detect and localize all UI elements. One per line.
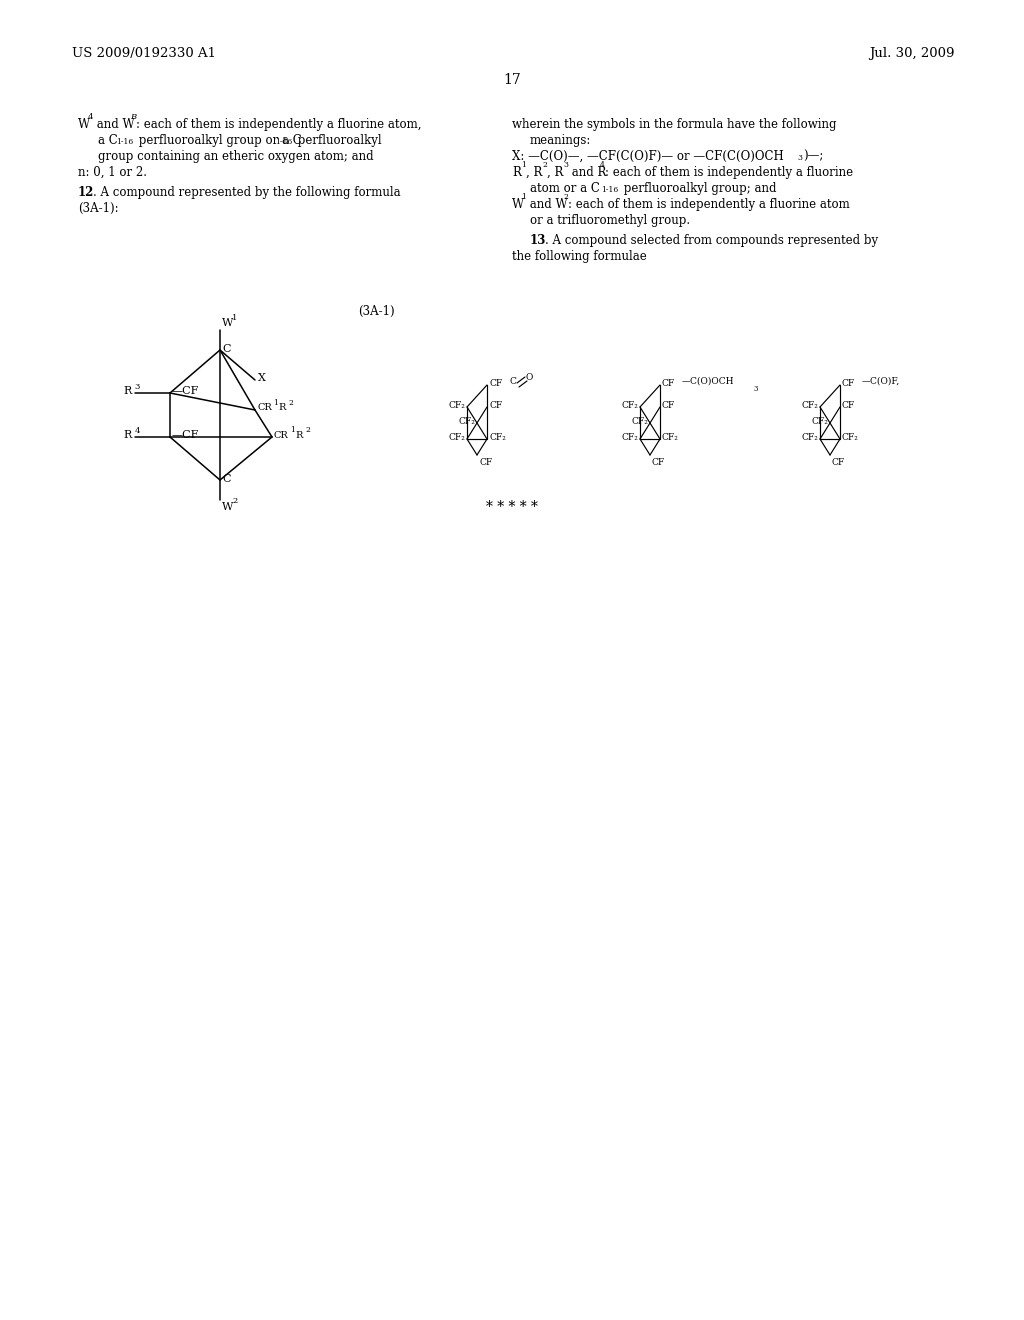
- Text: R: R: [295, 430, 302, 440]
- Text: 17: 17: [503, 73, 521, 87]
- Text: : each of them is independently a fluorine atom: : each of them is independently a fluori…: [568, 198, 850, 211]
- Text: CR: CR: [257, 404, 271, 412]
- Text: CF₂: CF₂: [631, 417, 648, 425]
- Text: CF: CF: [842, 400, 855, 409]
- Text: —CF: —CF: [172, 430, 200, 440]
- Text: CF: CF: [652, 458, 666, 467]
- Text: —C(O)F,: —C(O)F,: [862, 376, 900, 385]
- Text: 4: 4: [600, 161, 605, 169]
- Text: perfluoroalkyl: perfluoroalkyl: [294, 135, 382, 147]
- Text: CF: CF: [831, 458, 845, 467]
- Text: meanings:: meanings:: [530, 135, 592, 147]
- Text: and W: and W: [93, 117, 134, 131]
- Text: 2: 2: [563, 193, 568, 201]
- Text: 2: 2: [305, 426, 310, 434]
- Text: atom or a C: atom or a C: [530, 182, 600, 195]
- Text: 4: 4: [134, 426, 140, 436]
- Text: : each of them is independently a fluorine atom,: : each of them is independently a fluori…: [136, 117, 422, 131]
- Text: W: W: [222, 318, 233, 327]
- Text: CF₂: CF₂: [811, 417, 828, 425]
- Text: CF: CF: [479, 458, 493, 467]
- Text: 3: 3: [754, 385, 759, 393]
- Text: C: C: [222, 345, 230, 354]
- Text: CF: CF: [662, 379, 675, 388]
- Text: , R: , R: [547, 166, 563, 180]
- Text: (3A-1):: (3A-1):: [78, 202, 119, 215]
- Text: R: R: [278, 404, 286, 412]
- Text: CR: CR: [274, 430, 289, 440]
- Text: 1: 1: [290, 426, 295, 434]
- Text: CF: CF: [842, 379, 855, 388]
- Text: and R: and R: [568, 166, 606, 180]
- Text: )—;: )—;: [803, 150, 823, 162]
- Text: R: R: [512, 166, 521, 180]
- Text: US 2009/0192330 A1: US 2009/0192330 A1: [72, 48, 216, 59]
- Text: CF₂: CF₂: [622, 433, 638, 441]
- Text: 3: 3: [563, 161, 568, 169]
- Text: O: O: [525, 374, 532, 383]
- Text: R: R: [124, 430, 132, 440]
- Text: W: W: [222, 502, 233, 512]
- Text: 2: 2: [542, 161, 547, 169]
- Text: 1: 1: [521, 161, 526, 169]
- Text: n: 0, 1 or 2.: n: 0, 1 or 2.: [78, 166, 147, 180]
- Text: Jul. 30, 2009: Jul. 30, 2009: [869, 48, 955, 59]
- Text: : each of them is independently a fluorine: : each of them is independently a fluori…: [605, 166, 853, 180]
- Text: X: —C(O)—, —CF(C(O)F)— or —CF(C(O)OCH: X: —C(O)—, —CF(C(O)F)— or —CF(C(O)OCH: [512, 150, 783, 162]
- Text: 1: 1: [273, 399, 278, 407]
- Text: perfluoroalkyl group; and: perfluoroalkyl group; and: [620, 182, 776, 195]
- Text: CF₂: CF₂: [662, 433, 679, 441]
- Text: CF₂: CF₂: [458, 417, 475, 425]
- Text: a C: a C: [98, 135, 118, 147]
- Text: 12: 12: [78, 186, 94, 199]
- Text: CF₂: CF₂: [801, 433, 818, 441]
- Text: 1: 1: [232, 314, 238, 322]
- Text: 1-16: 1-16: [601, 186, 618, 194]
- Text: B: B: [130, 114, 136, 121]
- Text: * * * * *: * * * * *: [486, 500, 538, 513]
- Text: C: C: [222, 474, 230, 484]
- Text: W: W: [512, 198, 524, 211]
- Text: the following formulae: the following formulae: [512, 249, 647, 263]
- Text: CF₂: CF₂: [801, 400, 818, 409]
- Text: wherein the symbols in the formula have the following: wherein the symbols in the formula have …: [512, 117, 837, 131]
- Text: —CF: —CF: [172, 385, 200, 396]
- Text: 1: 1: [521, 193, 526, 201]
- Text: CF₂: CF₂: [842, 433, 859, 441]
- Text: 2: 2: [232, 498, 238, 506]
- Text: 13: 13: [530, 234, 547, 247]
- Text: CF₂: CF₂: [449, 400, 465, 409]
- Text: R: R: [124, 385, 132, 396]
- Text: X: X: [258, 374, 266, 383]
- Text: 2: 2: [288, 399, 293, 407]
- Text: CF₂: CF₂: [489, 433, 506, 441]
- Text: CF: CF: [662, 400, 675, 409]
- Text: 1-16: 1-16: [116, 139, 133, 147]
- Text: 1-16: 1-16: [275, 139, 292, 147]
- Text: CF: CF: [489, 379, 502, 388]
- Text: 3: 3: [797, 154, 802, 162]
- Text: and W: and W: [526, 198, 567, 211]
- Text: 3: 3: [134, 383, 140, 391]
- Text: perfluoroalkyl group or a C: perfluoroalkyl group or a C: [135, 135, 302, 147]
- Text: C: C: [509, 376, 516, 385]
- Text: —C(O)OCH: —C(O)OCH: [682, 376, 734, 385]
- Text: CF: CF: [489, 400, 502, 409]
- Text: or a trifluoromethyl group.: or a trifluoromethyl group.: [530, 214, 690, 227]
- Text: , R: , R: [526, 166, 543, 180]
- Text: W: W: [78, 117, 90, 131]
- Text: group containing an etheric oxygen atom; and: group containing an etheric oxygen atom;…: [98, 150, 374, 162]
- Text: CF₂: CF₂: [622, 400, 638, 409]
- Text: . A compound represented by the following formula: . A compound represented by the followin…: [93, 186, 400, 199]
- Text: CF₂: CF₂: [449, 433, 465, 441]
- Text: 4: 4: [88, 114, 93, 121]
- Text: (3A-1): (3A-1): [358, 305, 394, 318]
- Text: . A compound selected from compounds represented by: . A compound selected from compounds rep…: [545, 234, 879, 247]
